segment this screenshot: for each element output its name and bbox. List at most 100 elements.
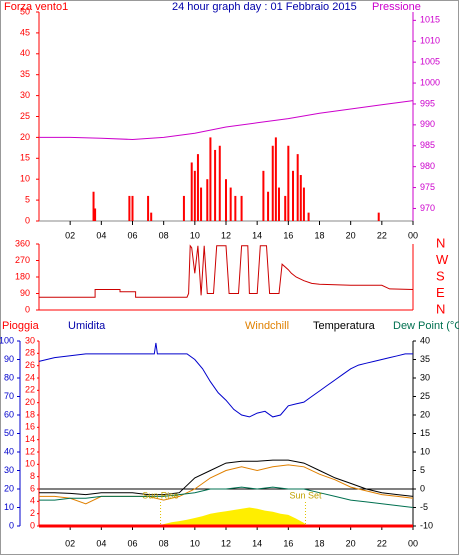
y2-tick-label: 25: [420, 391, 430, 401]
x-tick-label: 10: [190, 538, 200, 548]
y3-tick-label: 28: [25, 348, 35, 358]
y3-tick-label: 26: [25, 360, 35, 370]
x-tick-label: 22: [377, 230, 387, 240]
y2-tick-label: 995: [420, 98, 435, 108]
series-line: [38, 342, 413, 418]
y2-tick-label: -10: [420, 520, 433, 530]
y2-tick-label: 985: [420, 140, 435, 150]
y-tick-label: 270: [15, 255, 30, 265]
y2-tick-label: 1015: [420, 15, 440, 25]
y2-tick-label: 0: [420, 483, 425, 493]
wind-bar: [92, 191, 95, 221]
y2-tick-label: -5: [420, 502, 428, 512]
x-tick-label: 10: [190, 230, 200, 240]
wind-bar: [225, 179, 227, 221]
y2-tick-label: 10: [420, 446, 430, 456]
x-tick-label: 08: [159, 230, 169, 240]
wind-bar: [229, 187, 232, 221]
y2-tick-label: 15: [420, 428, 430, 438]
y-tick-label: 25: [20, 111, 30, 121]
x-tick-label: 14: [252, 538, 262, 548]
y2-tick-label: 970: [420, 203, 435, 213]
wind-bar: [209, 137, 212, 221]
wind-bar: [284, 195, 287, 221]
wind-bar: [200, 187, 203, 221]
y2-tick-label: 30: [420, 372, 430, 382]
wind-bar: [193, 170, 196, 221]
y3-tick-label: 16: [25, 422, 35, 432]
pressure-legend: Pressione: [372, 1, 421, 13]
y3-tick-label: 8: [30, 471, 35, 481]
x-tick-label: 02: [65, 538, 75, 548]
wind-bar: [287, 145, 290, 221]
y-tick-label: 0: [25, 215, 30, 225]
wind-bar: [206, 179, 209, 221]
y2-tick-label: 980: [420, 161, 435, 171]
y-tick-label: 80: [4, 372, 14, 382]
y-tick-label: 5: [25, 194, 30, 204]
x-tick-label: 20: [346, 230, 356, 240]
y-tick-label: 10: [4, 502, 14, 512]
y3-tick-label: 30: [25, 335, 35, 345]
wind-bar: [234, 195, 237, 221]
x-tick-label: 04: [96, 230, 106, 240]
x-tick-label: 16: [283, 538, 293, 548]
y-tick-label: 100: [0, 335, 14, 345]
y2-tick-label: 20: [420, 409, 430, 419]
y-tick-label: 0: [25, 304, 30, 314]
chart-title: 24 hour graph day : 01 Febbraio 2015: [172, 1, 357, 13]
y2-tick-label: 990: [420, 119, 435, 129]
y3-tick-label: 24: [25, 372, 35, 382]
wind-bar: [128, 195, 131, 221]
windchill-legend: Windchill: [245, 320, 289, 332]
y-tick-label: 20: [20, 132, 30, 142]
y-tick-label: 10: [20, 174, 30, 184]
wind-bar: [240, 195, 243, 221]
y-tick-label: 50: [20, 6, 30, 16]
x-tick-label: 12: [221, 230, 231, 240]
y-tick-label: 40: [4, 446, 14, 456]
y3-tick-label: 4: [30, 496, 35, 506]
y-tick-label: 360: [15, 238, 30, 248]
x-tick-label: 04: [96, 538, 106, 548]
direction-label: W: [436, 252, 449, 267]
wind-bar: [218, 145, 221, 221]
y-tick-label: 30: [20, 90, 30, 100]
wind-bar: [271, 145, 274, 221]
y-tick-label: 90: [20, 288, 30, 298]
x-tick-label: 00: [408, 538, 418, 548]
y-tick-label: 45: [20, 27, 30, 37]
y2-tick-label: 40: [420, 335, 430, 345]
series-line: [39, 486, 414, 508]
y2-tick-label: 5: [420, 465, 425, 475]
wind-bar: [296, 154, 299, 221]
wind-bar: [94, 208, 97, 221]
wind-bar: [150, 212, 153, 221]
y2-tick-label: 975: [420, 182, 435, 192]
y-tick-label: 50: [4, 428, 14, 438]
wind-bar: [274, 137, 277, 221]
direction-label: N: [436, 301, 445, 316]
y-tick-label: 30: [4, 465, 14, 475]
wind-bar: [190, 162, 193, 221]
wind-bar: [147, 195, 150, 221]
y2-tick-label: 1000: [420, 77, 440, 87]
y2-tick-label: 1005: [420, 57, 440, 67]
humidity-legend: Umidita: [68, 320, 106, 332]
x-tick-label: 18: [314, 538, 324, 548]
y3-tick-label: 12: [25, 446, 35, 456]
wind-bar: [307, 212, 310, 221]
dewpoint-legend: Dew Point (°C: [393, 320, 459, 332]
x-tick-label: 12: [221, 538, 231, 548]
x-tick-label: 16: [283, 230, 293, 240]
wind-bar: [267, 191, 270, 221]
series-line: [39, 244, 414, 298]
x-tick-label: 06: [127, 230, 137, 240]
y-tick-label: 20: [4, 483, 14, 493]
x-tick-label: 00: [408, 230, 418, 240]
y-tick-label: 15: [20, 153, 30, 163]
solar-area: [155, 507, 308, 526]
wind-bar: [292, 170, 295, 221]
